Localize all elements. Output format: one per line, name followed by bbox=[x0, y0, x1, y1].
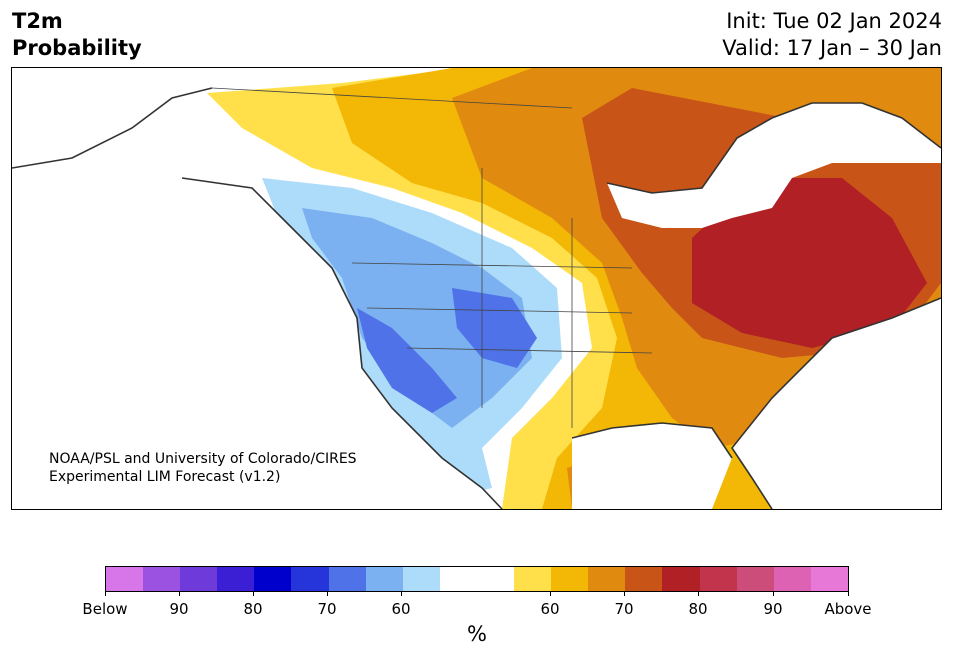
title-line-variable: T2m bbox=[12, 9, 63, 33]
colorbar-segment bbox=[217, 567, 255, 591]
colorbar-segment bbox=[254, 567, 292, 591]
colorbar-tick-mark bbox=[698, 592, 699, 596]
below-70-region-east bbox=[452, 288, 537, 368]
credit-line-1: NOAA/PSL and University of Colorado/CIRE… bbox=[49, 451, 357, 467]
colorbar-segment bbox=[514, 567, 552, 591]
colorbar-tick-label: 60 bbox=[540, 600, 560, 618]
colorbar-tick-label: Above bbox=[824, 600, 872, 618]
colorbar-segment bbox=[551, 567, 589, 591]
colorbar-segment bbox=[402, 567, 440, 591]
colorbar-tick-mark bbox=[624, 592, 625, 596]
colorbar-segment bbox=[736, 567, 774, 591]
colorbar-segment bbox=[180, 567, 218, 591]
hudson-bay bbox=[607, 103, 941, 228]
colorbar-segment bbox=[365, 567, 403, 591]
colorbar-tick-label: 60 bbox=[391, 600, 411, 618]
forecast-map bbox=[11, 67, 942, 510]
colorbar-tick-mark bbox=[550, 592, 551, 596]
colorbar-tick-mark bbox=[401, 592, 402, 596]
colorbar-tick-mark bbox=[105, 592, 106, 596]
colorbar-tick-label: 70 bbox=[614, 600, 634, 618]
colorbar-tick-mark bbox=[253, 592, 254, 596]
below-70-region-west bbox=[357, 308, 457, 413]
credit-line-2: Experimental LIM Forecast (v1.2) bbox=[49, 469, 281, 485]
colorbar-segment bbox=[810, 567, 848, 591]
pacific-ocean bbox=[12, 68, 502, 509]
colorbar-tick-mark bbox=[848, 592, 849, 596]
colorbar-segment bbox=[106, 567, 144, 591]
colorbar-segment bbox=[476, 567, 515, 591]
above-80-region bbox=[692, 178, 927, 348]
colorbar-tick-label: Below bbox=[82, 600, 128, 618]
init-date: Init: Tue 02 Jan 2024 bbox=[726, 9, 942, 33]
colorbar-segment bbox=[699, 567, 737, 591]
map-title: T2m Probability bbox=[12, 8, 142, 62]
colorbar-tick-label: 90 bbox=[169, 600, 189, 618]
colorbar-tick-label: 80 bbox=[243, 600, 263, 618]
colorbar-tick-label: 70 bbox=[317, 600, 337, 618]
title-line-quantity: Probability bbox=[12, 36, 142, 60]
forecast-dates: Init: Tue 02 Jan 2024 Valid: 17 Jan – 30… bbox=[722, 8, 942, 62]
colorbar-segment bbox=[773, 567, 811, 591]
colorbar-segment bbox=[328, 567, 366, 591]
colorbar-tick-label: 80 bbox=[688, 600, 708, 618]
data-credit: NOAA/PSL and University of Colorado/CIRE… bbox=[49, 450, 357, 486]
map-canvas bbox=[12, 68, 941, 509]
colorbar-tick-mark bbox=[179, 592, 180, 596]
colorbar-unit: % bbox=[467, 622, 487, 646]
colorbar-tick-mark bbox=[773, 592, 774, 596]
valid-range: Valid: 17 Jan – 30 Jan bbox=[722, 36, 942, 60]
colorbar-segment bbox=[439, 567, 477, 591]
colorbar-segment bbox=[662, 567, 700, 591]
colorbar-segment bbox=[588, 567, 626, 591]
colorbar-tick-label: 90 bbox=[763, 600, 783, 618]
colorbar-segment bbox=[143, 567, 181, 591]
coastlines bbox=[12, 87, 941, 509]
colorbar-segment bbox=[291, 567, 329, 591]
colorbar-segment bbox=[625, 567, 663, 591]
atlantic-ocean bbox=[732, 298, 941, 509]
gulf-of-mexico bbox=[572, 423, 732, 509]
colorbar-tick-mark bbox=[327, 592, 328, 596]
colorbar bbox=[105, 566, 849, 592]
state-borders bbox=[211, 87, 653, 428]
